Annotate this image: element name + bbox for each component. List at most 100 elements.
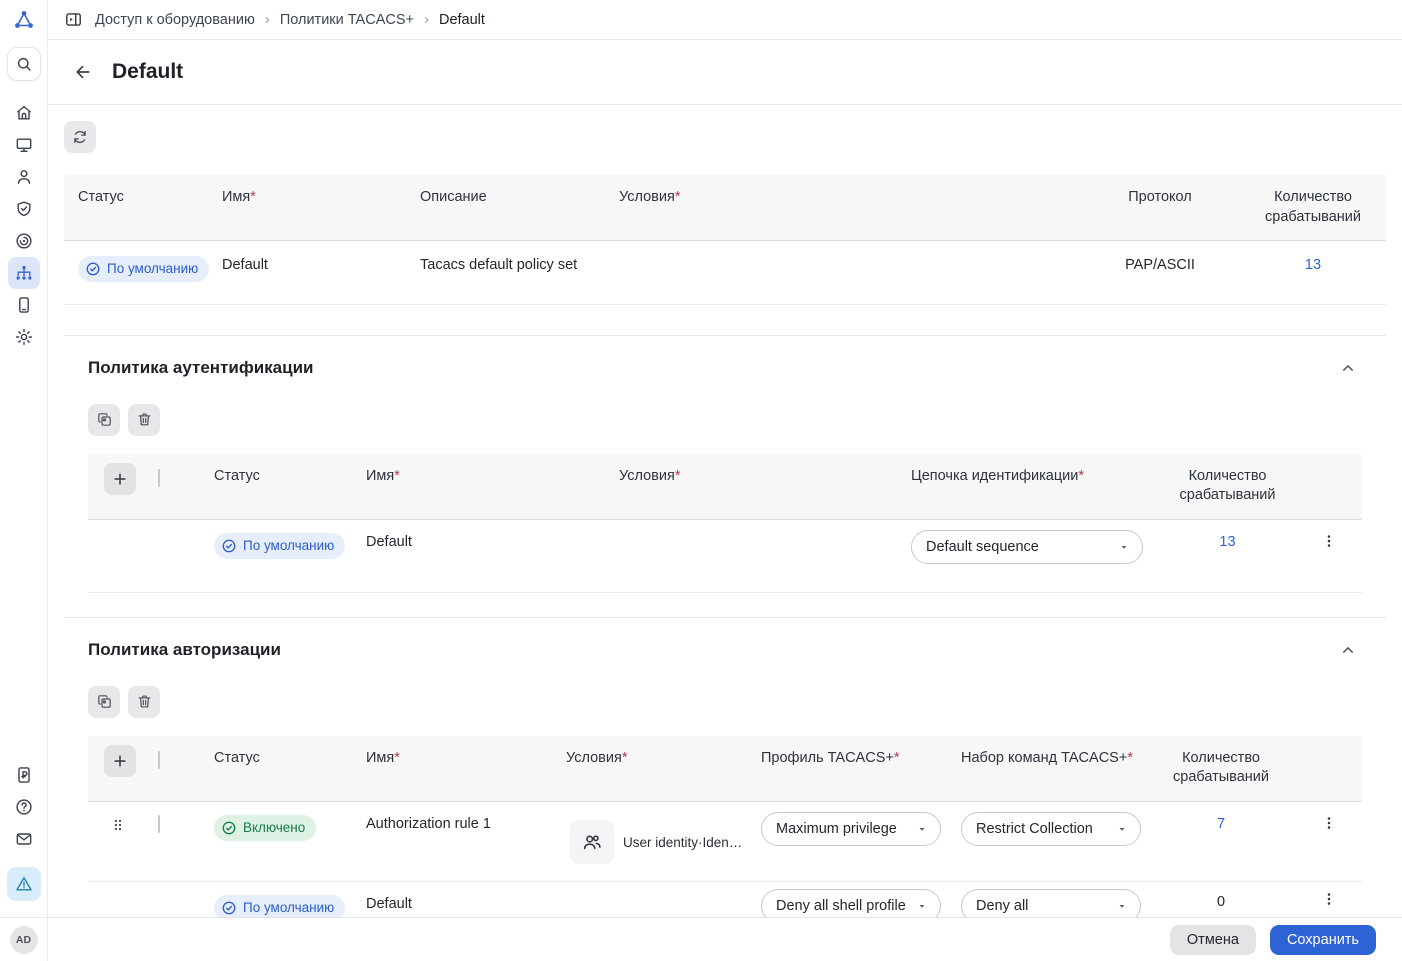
hits-link[interactable]: 7: [1216, 816, 1226, 833]
status-cell: По умолчанию: [200, 520, 352, 575]
chevron-down-icon: [1119, 828, 1125, 831]
column-header-actions: [1295, 454, 1362, 480]
required-marker: *: [621, 749, 628, 766]
hits-link[interactable]: 13: [1304, 257, 1322, 274]
column-header-actions: [1295, 736, 1362, 762]
sidebar-item-settings[interactable]: [8, 321, 40, 353]
sidebar-item-licensing[interactable]: [8, 759, 40, 791]
policy-set-table-header: Статус Имя* Описание Условия* Протокол К…: [64, 175, 1386, 242]
delete-button[interactable]: [128, 685, 160, 718]
cancel-button[interactable]: Отмена: [1169, 924, 1256, 955]
command-set-select[interactable]: Deny all: [961, 889, 1141, 917]
sidebar-item-security[interactable]: [8, 193, 40, 225]
save-button[interactable]: Сохранить: [1269, 924, 1376, 955]
page-title: Default: [112, 60, 184, 83]
duplicate-button[interactable]: [88, 403, 120, 436]
chevron-down-icon: [919, 905, 925, 908]
collapse-section-button[interactable]: [1334, 636, 1362, 664]
sidebar: AD: [0, 0, 48, 961]
hits-cell: 0: [1147, 882, 1295, 917]
back-button[interactable]: [66, 55, 100, 89]
description-cell: Tacacs default policy set: [420, 257, 578, 274]
hits-link[interactable]: 13: [1219, 533, 1236, 550]
row-menu-button[interactable]: [1316, 528, 1342, 554]
drag-handle[interactable]: [88, 802, 152, 834]
chevron-down-icon: [919, 828, 925, 831]
required-marker: *: [1127, 749, 1133, 766]
required-marker: *: [394, 467, 400, 484]
required-marker: *: [674, 467, 681, 484]
add-rule-button[interactable]: [104, 744, 136, 777]
kebab-icon: [1327, 893, 1330, 905]
add-rule-button[interactable]: [104, 462, 136, 495]
sidebar-item-sessions[interactable]: [8, 225, 40, 257]
chevron-down-icon: [1121, 545, 1127, 549]
tacacs-profile-select[interactable]: Deny all shell profile: [761, 889, 941, 917]
users-icon: [583, 835, 601, 850]
column-header-hits: Количество срабатываний: [1179, 467, 1276, 504]
page-header: Default: [48, 40, 1402, 105]
column-header-status: Статус: [214, 467, 260, 484]
select-all-checkbox[interactable]: [158, 468, 160, 487]
breadcrumb-item-tacacs-policies[interactable]: Политики TACACS+: [279, 11, 414, 28]
row-menu-button[interactable]: [1316, 886, 1342, 912]
search-button[interactable]: [6, 47, 41, 81]
name-cell: Default: [366, 533, 412, 550]
help-icon: [15, 799, 32, 815]
refresh-icon: [74, 130, 86, 144]
condition-chip[interactable]: [570, 820, 614, 865]
trash-icon: [138, 695, 150, 708]
chevron-up-icon: [1343, 647, 1353, 653]
tacacs-profile-select[interactable]: Maximum privilege: [761, 812, 941, 847]
delete-button[interactable]: [128, 403, 160, 436]
section-title-authentication: Политика аутентификации: [88, 357, 314, 377]
collapse-section-button[interactable]: [1334, 354, 1362, 382]
sidebar-item-monitoring[interactable]: [8, 129, 40, 161]
duplicate-button[interactable]: [88, 685, 120, 718]
sidebar-item-messages[interactable]: [8, 823, 40, 855]
column-header-status: Статус: [78, 189, 124, 205]
status-cell: По умолчанию: [64, 241, 210, 304]
column-header-status: Статус: [214, 749, 260, 766]
command-set-select[interactable]: Restrict Collection: [961, 812, 1141, 847]
panel-toggle-icon[interactable]: [64, 10, 83, 29]
sidebar-item-help[interactable]: [8, 791, 40, 823]
plus-icon: [114, 755, 126, 767]
row-menu-button[interactable]: [1316, 810, 1342, 836]
sidebar-item-users[interactable]: [8, 161, 40, 193]
kebab-icon: [1327, 817, 1330, 829]
policy-set-table: Статус Имя* Описание Условия* Протокол К…: [64, 175, 1386, 305]
user-avatar[interactable]: AD: [9, 925, 38, 954]
status-badge: Включено: [214, 815, 317, 842]
hits-cell: 7: [1147, 802, 1295, 849]
check-circle-icon: [222, 539, 236, 553]
sidebar-item-network-access[interactable]: [7, 257, 40, 289]
check-circle-icon: [222, 821, 236, 835]
identity-chain-select[interactable]: Default sequence: [911, 529, 1143, 564]
radar-icon: [15, 233, 32, 249]
name-cell: Default: [366, 896, 412, 913]
sidebar-item-devices[interactable]: [8, 289, 40, 321]
column-header-command-set: Набор команд TACACS+*: [961, 749, 1133, 766]
column-header-description: Описание: [420, 189, 487, 205]
breadcrumb-item-current: Default: [438, 11, 485, 28]
hits-value: 0: [1216, 894, 1226, 911]
column-header-conditions: Условия*: [619, 467, 681, 484]
hits-cell: 13: [1160, 520, 1295, 567]
sidebar-item-alerts[interactable]: [6, 867, 41, 901]
check-circle-icon: [222, 901, 236, 915]
column-header-conditions: Условия*: [566, 749, 628, 766]
select-all-checkbox[interactable]: [158, 750, 160, 769]
breadcrumb-item-device-access[interactable]: Доступ к оборудованию: [95, 11, 255, 28]
app-logo-icon: [9, 7, 39, 33]
sidebar-item-home[interactable]: [8, 97, 40, 129]
refresh-button[interactable]: [64, 121, 96, 153]
name-cell: Default: [222, 257, 268, 274]
row-checkbox[interactable]: [158, 815, 160, 834]
column-header-conditions: Условия*: [619, 189, 681, 205]
mail-icon: [16, 833, 31, 845]
trash-icon: [138, 413, 150, 426]
conditions-cell: User identity·Iden…: [552, 802, 747, 874]
document-ruble-icon: [17, 767, 30, 783]
hits-cell: 13: [1240, 241, 1386, 296]
